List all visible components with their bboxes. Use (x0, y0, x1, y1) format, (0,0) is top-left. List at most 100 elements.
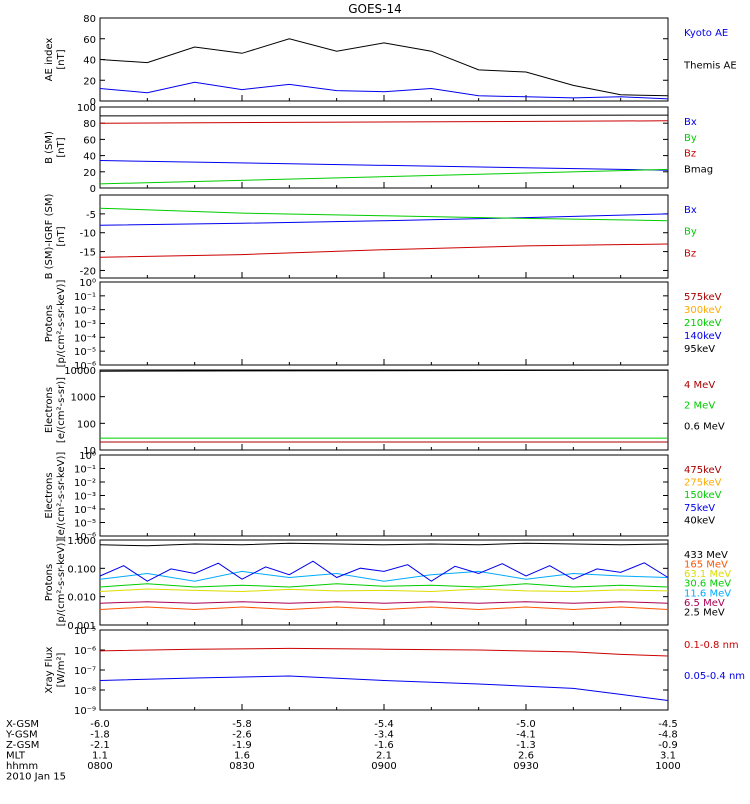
series-line-7-4 (99, 570, 669, 582)
y-axis-label-6-0: Electrons (44, 472, 55, 518)
axis-row-value-0-4: -4.5 (658, 719, 678, 730)
legend-label-3-1: By (684, 227, 697, 238)
axis-row-value-3-0: 1.1 (92, 751, 108, 762)
y-tick-label-7-2: 0.010 (67, 593, 96, 604)
axis-row-value-4-1: 0830 (229, 761, 254, 772)
series-line-7-3 (99, 583, 669, 588)
axis-row-value-1-3: -4.1 (516, 730, 536, 741)
y-tick-label-8-1: 10⁻⁶ (74, 646, 96, 657)
y-axis-label-2-1: [nT] (56, 137, 67, 157)
y-tick-label-1-1: 20 (83, 76, 96, 87)
y-tick-label-5-3: 10 (83, 446, 96, 457)
y-axis-label-4-1: [p/(cm²-s-sr-keV)] (56, 280, 67, 368)
legend-label-1-1: Themis AE (683, 61, 737, 72)
axis-row-value-2-1: -1.9 (232, 740, 252, 751)
axis-row-value-3-2: 2.1 (376, 751, 392, 762)
axis-row-value-0-3: -5.0 (516, 719, 536, 730)
panel-frame-2 (99, 106, 669, 189)
y-tick-label-6-4: 10⁻⁴ (74, 505, 96, 516)
legend-label-2-0: Bx (684, 117, 697, 128)
legend-label-6-2: 150keV (684, 490, 722, 501)
y-tick-label-6-5: 10⁻⁵ (74, 519, 96, 530)
y-axis-label-6-1: [e/(cm²-s-sr-keV)] (56, 452, 67, 540)
axis-row-value-4-0: 0800 (87, 761, 112, 772)
y-tick-label-2-0: 0 (90, 184, 96, 195)
axis-row-label-1: Y-GSM (5, 730, 38, 741)
axis-row-label-4: hhmm (6, 761, 38, 772)
y-tick-label-6-1: 10⁻¹ (74, 465, 96, 476)
legend-label-3-2: Bz (684, 248, 696, 259)
series-line-8-1 (99, 675, 669, 701)
legend-label-6-4: 40keV (684, 515, 715, 526)
axis-row-value-0-0: -6.0 (90, 719, 110, 730)
axis-row-value-3-3: 2.6 (518, 751, 534, 762)
y-axis-label-8-1: [W/m²] (56, 652, 67, 687)
y-tick-label-2-5: 100 (77, 103, 96, 114)
y-tick-label-4-6: 10⁻⁶ (74, 361, 96, 372)
axis-row-value-0-1: -5.8 (232, 719, 252, 730)
series-line-3-1 (99, 207, 669, 222)
y-tick-label-2-4: 80 (83, 119, 96, 130)
panel-frame-4 (99, 281, 669, 366)
axis-row-value-3-1: 1.6 (234, 751, 250, 762)
y-tick-label-3-3: -5 (86, 210, 96, 221)
series-line-7-1 (99, 606, 669, 611)
y-tick-label-4-4: 10⁻⁴ (74, 333, 96, 344)
y-tick-label-4-5: 10⁻⁵ (74, 347, 96, 358)
axis-row-value-2-4: -0.9 (658, 740, 678, 751)
y-tick-label-5-2: 100 (77, 419, 96, 430)
panel-frame-3 (99, 194, 669, 279)
panel-frame-7 (99, 539, 669, 626)
y-tick-label-1-2: 40 (83, 56, 96, 67)
y-axis-label-7-0: Protons (44, 564, 55, 601)
axis-row-label-3: MLT (6, 751, 26, 762)
y-tick-label-4-0: 10⁰ (79, 278, 96, 289)
y-tick-label-6-2: 10⁻² (74, 478, 96, 489)
axis-row-value-4-2: 0900 (371, 761, 396, 772)
y-tick-label-3-1: -15 (80, 248, 96, 259)
legend-label-4-2: 210keV (684, 318, 722, 329)
axis-row-value-3-4: 3.1 (660, 751, 676, 762)
series-noisy-7 (99, 560, 669, 582)
y-tick-label-6-0: 10⁰ (79, 451, 96, 462)
legend-label-6-3: 75keV (684, 503, 715, 514)
y-axis-label-3-1: [nT] (56, 226, 67, 246)
series-line-1-1 (99, 38, 669, 97)
y-tick-label-7-0: 1.000 (67, 536, 96, 547)
legend-label-5-2: 0.6 MeV (684, 421, 725, 432)
series-line-1-0 (99, 81, 669, 100)
y-tick-label-8-2: 10⁻⁷ (74, 666, 96, 677)
legend-label-2-3: Bmag (684, 164, 713, 175)
legend-label-6-1: 275keV (684, 478, 722, 489)
series-line-2-2 (99, 120, 669, 124)
y-tick-label-3-0: -20 (80, 266, 96, 277)
y-tick-label-2-1: 20 (83, 168, 96, 179)
legend-label-6-0: 475keV (684, 465, 722, 476)
axis-row-value-1-1: -2.6 (232, 730, 252, 741)
legend-label-4-1: 300keV (684, 305, 722, 316)
axis-row-value-0-2: -5.4 (374, 719, 394, 730)
y-tick-label-6-6: 10⁻⁶ (74, 532, 96, 543)
chart-title: GOES-14 (348, 2, 402, 16)
y-tick-label-6-3: 10⁻³ (74, 492, 96, 503)
legend-label-2-2: Bz (684, 149, 696, 160)
y-tick-label-7-3: 0.001 (67, 621, 96, 632)
legend-label-4-3: 140keV (684, 331, 722, 342)
legend-label-8-1: 0.05-0.4 nm (684, 671, 745, 682)
y-tick-label-3-2: -10 (80, 229, 96, 240)
y-tick-label-4-2: 10⁻² (74, 306, 96, 317)
axis-row-value-4-4: 1000 (655, 761, 680, 772)
legend-label-7-1: 165 MeV (684, 560, 728, 571)
y-axis-label-1-0: AE index (44, 38, 55, 82)
y-axis-label-7-1: [p/(cm²-s-sr-keV)] (56, 539, 67, 627)
y-tick-label-4-3: 10⁻³ (74, 320, 96, 331)
axis-row-value-2-3: -1.3 (516, 740, 536, 751)
panel-frame-8 (99, 629, 669, 711)
legend-label-8-0: 0.1-0.8 nm (684, 640, 739, 651)
legend-label-5-0: 4 MeV (684, 380, 715, 391)
legend-label-3-0: Bx (684, 205, 697, 216)
y-axis-label-5-0: Electrons (44, 387, 55, 433)
y-axis-label-1-1: [nT] (56, 49, 67, 69)
